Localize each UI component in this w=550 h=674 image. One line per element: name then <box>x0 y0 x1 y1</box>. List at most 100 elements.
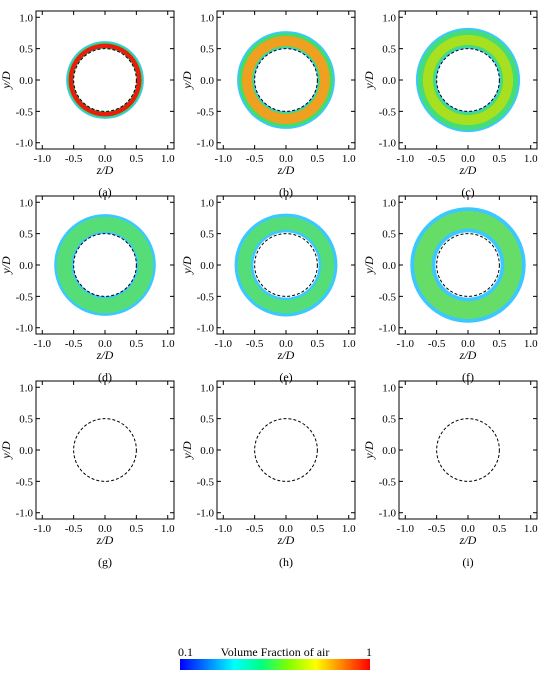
x-axis-label: z/D <box>96 348 114 362</box>
y-tick-label: 0.5 <box>19 229 33 241</box>
cylinder-outline <box>436 233 500 297</box>
y-tick-label: 0.0 <box>382 260 396 272</box>
y-tick-label: 1.0 <box>382 197 396 209</box>
y-axis-label: y/D <box>362 441 376 460</box>
x-tick-label: 1.0 <box>342 523 356 535</box>
x-tick-label: 0.0 <box>461 523 475 535</box>
colorbar-gradient <box>180 659 370 670</box>
y-axis-label: y/D <box>0 441 13 460</box>
y-tick-label: -1.0 <box>379 323 397 335</box>
x-tick-label: -0.5 <box>65 153 83 165</box>
y-tick-label: -0.5 <box>197 106 215 118</box>
cylinder-outline <box>436 418 500 482</box>
x-tick-label: -1.0 <box>215 523 233 535</box>
y-axis-label: y/D <box>362 256 376 275</box>
y-tick-label: 0.0 <box>19 445 33 457</box>
y-tick-label: 1.0 <box>19 197 33 209</box>
y-tick-label: 1.0 <box>200 382 214 394</box>
x-tick-label: -1.0 <box>34 153 52 165</box>
x-tick-label: -1.0 <box>34 523 52 535</box>
x-tick-label: -1.0 <box>34 338 52 350</box>
cylinder-outline <box>254 48 318 112</box>
panel: -1.0 -0.5 0.0 0.5 1.0 -1.0 -0.5 0.0 0.5 1.0 z/D y/D… <box>362 380 538 569</box>
x-tick-label: -1.0 <box>215 338 233 350</box>
y-tick-label: -0.5 <box>197 291 215 303</box>
x-tick-label: 0.0 <box>98 523 112 535</box>
panel-caption: (i) <box>462 555 473 569</box>
y-tick-label: 0.5 <box>19 414 33 426</box>
contour-band <box>238 32 334 128</box>
x-tick-label: 1.0 <box>342 338 356 350</box>
x-tick-label: 1.0 <box>161 338 175 350</box>
colorbar: 0.1 Volume Fraction of air 1 <box>178 645 372 670</box>
cylinder-outline <box>436 48 500 112</box>
y-tick-label: -1.0 <box>197 508 215 520</box>
y-tick-label: 0.0 <box>200 260 214 272</box>
y-axis-label: y/D <box>0 71 13 90</box>
y-tick-label: -1.0 <box>16 323 34 335</box>
colorbar-title: Volume Fraction of air <box>221 645 330 659</box>
x-tick-label: 0.0 <box>279 523 293 535</box>
y-tick-label: 1.0 <box>19 382 33 394</box>
y-tick-label: -1.0 <box>16 138 34 150</box>
x-tick-label: 0.5 <box>129 153 143 165</box>
x-tick-label: 0.5 <box>492 153 506 165</box>
y-tick-label: -0.5 <box>197 476 215 488</box>
x-tick-label: -0.5 <box>65 338 83 350</box>
y-tick-label: 0.5 <box>200 414 214 426</box>
x-tick-label: 0.0 <box>461 338 475 350</box>
x-axis-label: z/D <box>459 348 477 362</box>
colorbar-max-label: 1 <box>366 645 372 659</box>
contour-band <box>56 216 154 314</box>
y-tick-label: -1.0 <box>197 323 215 335</box>
x-tick-label: -1.0 <box>397 523 415 535</box>
panel: -1.0 -0.5 0.0 0.5 1.0 -1.0 -0.5 0.0 0.5 1.0 z/D y/D… <box>180 195 356 384</box>
y-tick-label: 1.0 <box>19 12 33 24</box>
cylinder-outline <box>254 233 318 297</box>
y-tick-label: 1.0 <box>382 382 396 394</box>
panel: -1.0 -0.5 0.0 0.5 1.0 -1.0 -0.5 0.0 0.5 1.0 z/D y/D… <box>0 10 175 199</box>
x-tick-label: 1.0 <box>524 338 538 350</box>
x-tick-label: 0.5 <box>129 523 143 535</box>
y-tick-label: -1.0 <box>379 138 397 150</box>
cylinder-outline <box>254 418 318 482</box>
y-tick-label: -0.5 <box>16 106 34 118</box>
x-axis-label: z/D <box>277 533 295 547</box>
x-tick-label: -0.5 <box>246 338 264 350</box>
y-tick-label: 1.0 <box>200 197 214 209</box>
y-tick-label: -1.0 <box>16 508 34 520</box>
y-tick-label: -0.5 <box>379 291 397 303</box>
x-tick-label: 0.0 <box>279 338 293 350</box>
panel-caption: (g) <box>98 555 112 569</box>
panel: -1.0 -0.5 0.0 0.5 1.0 -1.0 -0.5 0.0 0.5 1.0 z/D y/D… <box>362 10 538 199</box>
x-axis-label: z/D <box>459 533 477 547</box>
panel-caption: (h) <box>279 555 293 569</box>
colorbar-min-label: 0.1 <box>178 645 193 659</box>
y-tick-label: -1.0 <box>379 508 397 520</box>
y-tick-label: 0.5 <box>200 229 214 241</box>
y-tick-label: 0.5 <box>382 229 396 241</box>
x-axis-label: z/D <box>277 163 295 177</box>
y-tick-label: -1.0 <box>197 138 215 150</box>
panel: -1.0 -0.5 0.0 0.5 1.0 -1.0 -0.5 0.0 0.5 1.0 z/D y/D… <box>180 10 356 199</box>
x-tick-label: 0.0 <box>279 153 293 165</box>
y-axis-label: y/D <box>180 256 194 275</box>
x-tick-label: 0.5 <box>310 338 324 350</box>
cylinder-outline <box>73 233 137 297</box>
x-axis-label: z/D <box>96 163 114 177</box>
y-axis-label: y/D <box>180 71 194 90</box>
x-axis-label: z/D <box>459 163 477 177</box>
x-tick-label: -1.0 <box>397 338 415 350</box>
y-tick-label: 0.5 <box>200 44 214 56</box>
x-tick-label: -1.0 <box>215 153 233 165</box>
contour-band <box>414 211 522 319</box>
y-axis-label: y/D <box>0 256 13 275</box>
y-tick-label: -0.5 <box>16 291 34 303</box>
panel: -1.0 -0.5 0.0 0.5 1.0 -1.0 -0.5 0.0 0.5 1.0 z/D y/D… <box>362 195 538 384</box>
y-tick-label: 0.0 <box>200 445 214 457</box>
x-axis-label: z/D <box>277 348 295 362</box>
x-tick-label: -0.5 <box>65 523 83 535</box>
x-tick-label: 0.0 <box>98 153 112 165</box>
x-tick-label: 0.5 <box>129 338 143 350</box>
